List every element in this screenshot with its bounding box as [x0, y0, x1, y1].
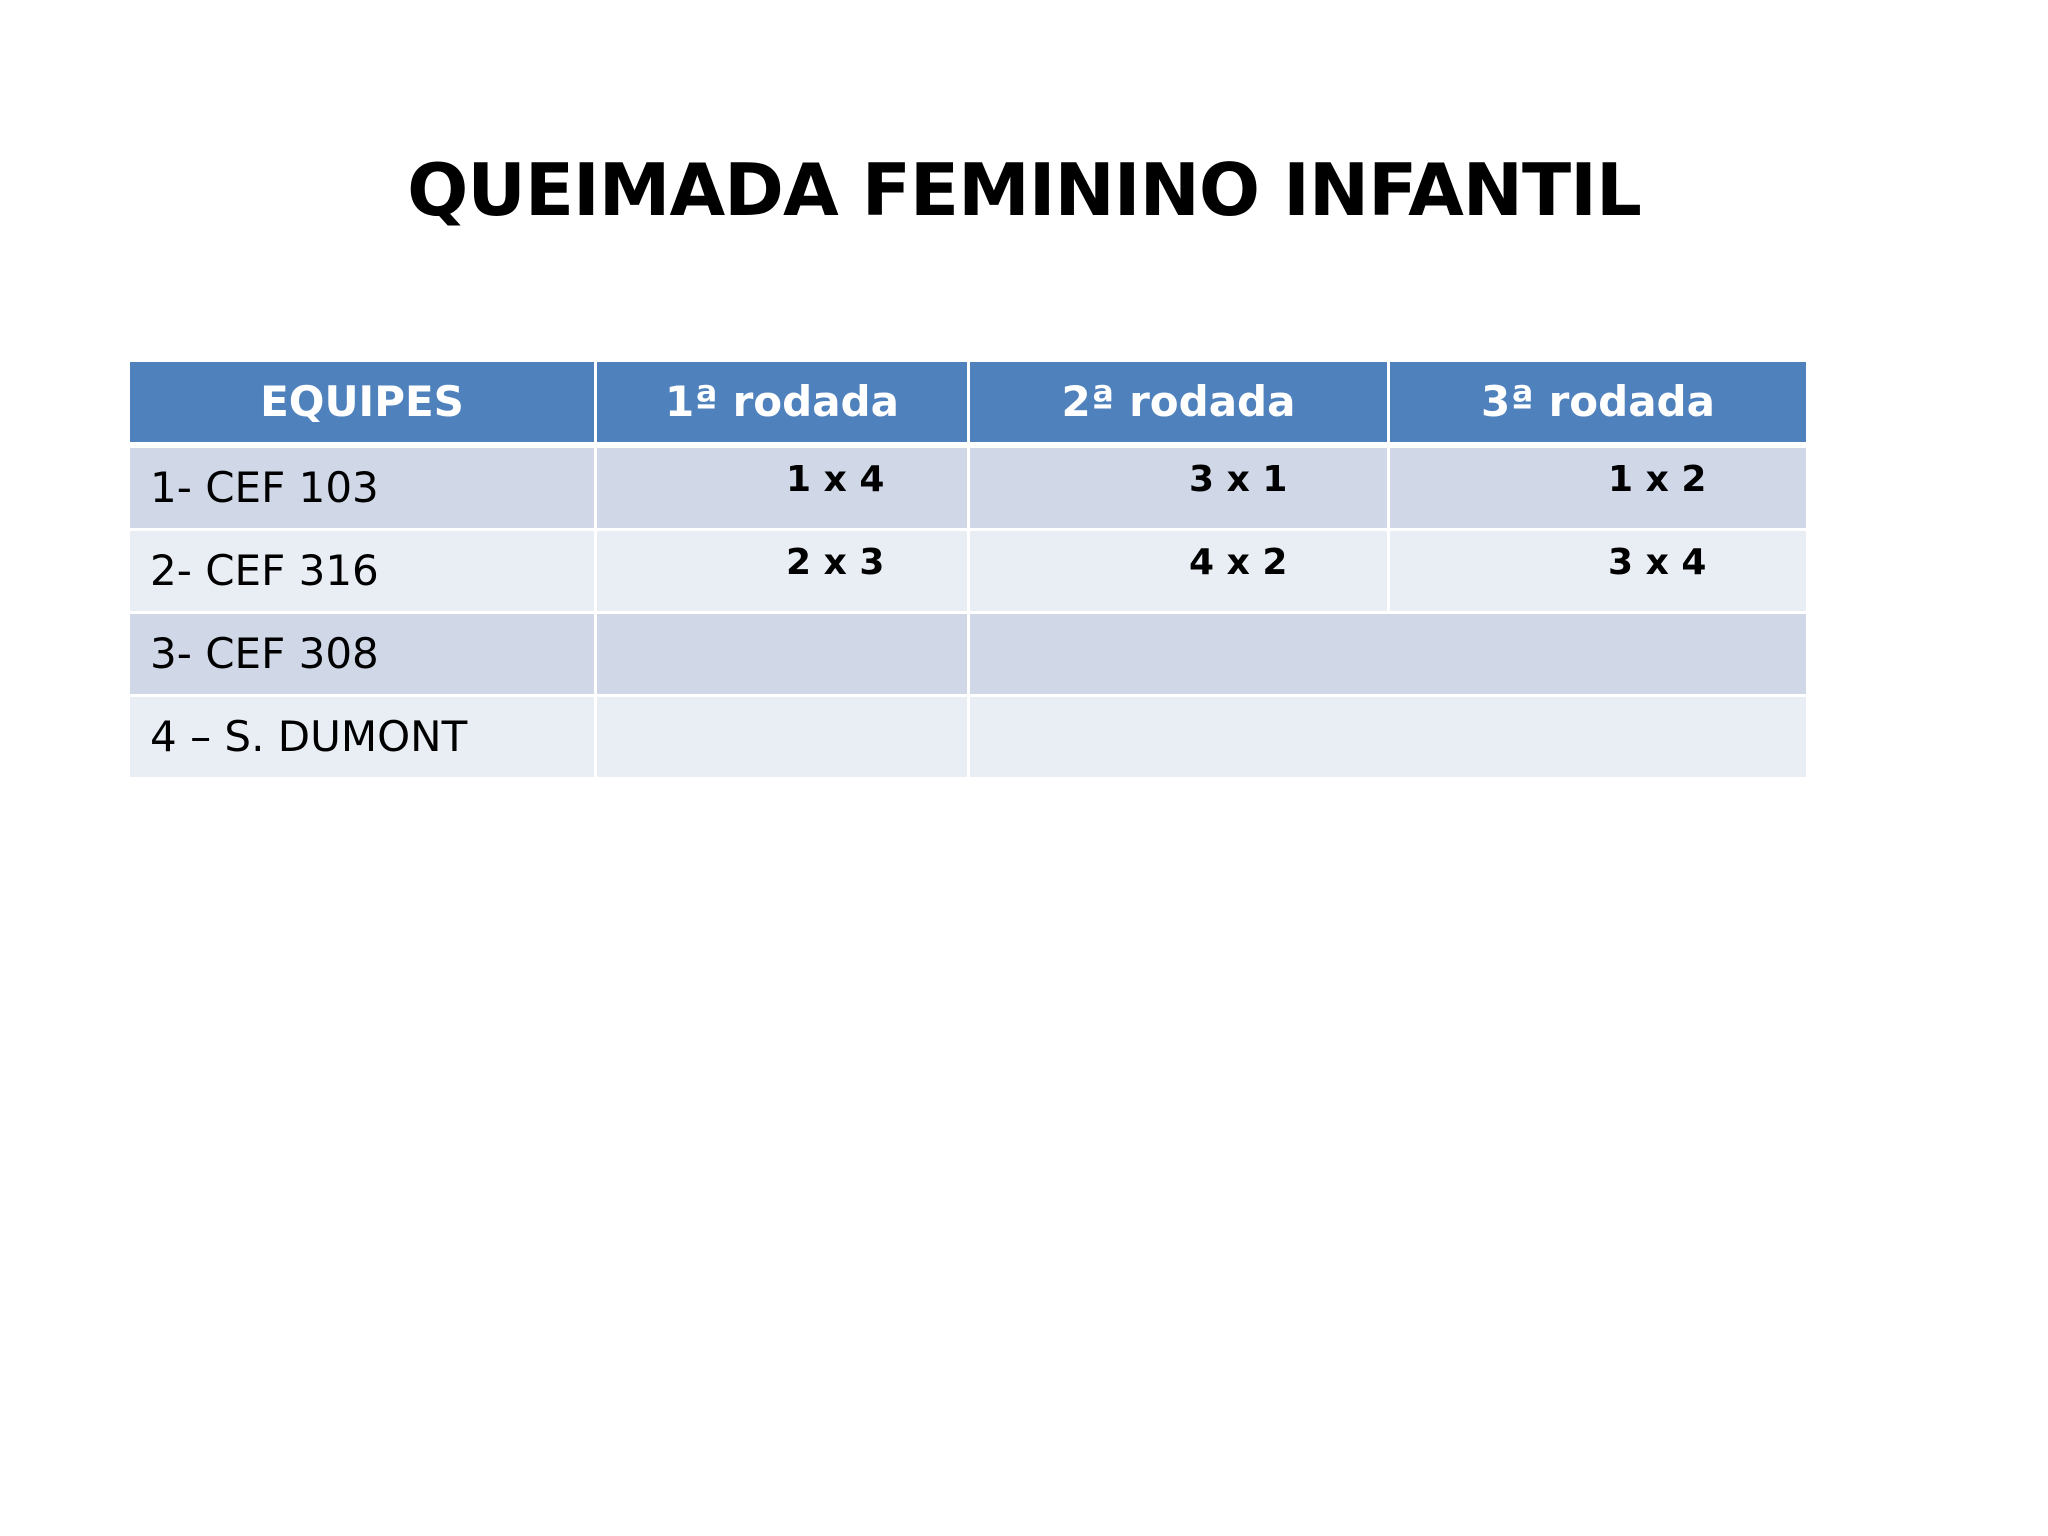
match-round-1: 2 x 3: [786, 542, 885, 583]
table-row: 4 – S. DUMONT: [130, 697, 1806, 777]
match-cell: 3 x 4: [1390, 531, 1806, 611]
team-name: 3- CEF 308: [130, 614, 594, 694]
team-name: 1- CEF 103: [130, 448, 594, 528]
match-round-3: 3 x 4: [1608, 542, 1707, 583]
header-round-3: 3ª rodada: [1390, 362, 1806, 442]
match-cell-merged: [970, 697, 1806, 777]
match-round-1: 1 x 4: [786, 459, 885, 500]
header-round-1: 1ª rodada: [597, 362, 967, 442]
match-cell: 4 x 2: [970, 531, 1387, 611]
table-row: 1- CEF 103 1 x 4 3 x 1 1 x 2: [130, 448, 1806, 528]
match-round-2: 4 x 2: [1189, 542, 1288, 583]
table-row: 3- CEF 308: [130, 614, 1806, 694]
match-round-3: 1 x 2: [1608, 459, 1707, 500]
match-cell: 1 x 2: [1390, 448, 1806, 528]
team-name: 4 – S. DUMONT: [130, 697, 594, 777]
header-equipes: EQUIPES: [130, 362, 594, 442]
match-cell-merged: [970, 614, 1806, 694]
table-row: 2- CEF 316 2 x 3 4 x 2 3 x 4: [130, 531, 1806, 611]
slide-title: QUEIMADA FEMININO INFANTIL: [407, 148, 1642, 232]
match-round-2: 3 x 1: [1189, 459, 1288, 500]
match-cell: 2 x 3: [597, 531, 967, 611]
header-round-2: 2ª rodada: [970, 362, 1387, 442]
table-header-row: EQUIPES 1ª rodada 2ª rodada 3ª rodada: [130, 362, 1806, 442]
match-cell: 1 x 4: [597, 448, 967, 528]
team-name: 2- CEF 316: [130, 531, 594, 611]
match-cell: [597, 614, 967, 694]
match-cell: 3 x 1: [970, 448, 1387, 528]
match-cell: [597, 697, 967, 777]
